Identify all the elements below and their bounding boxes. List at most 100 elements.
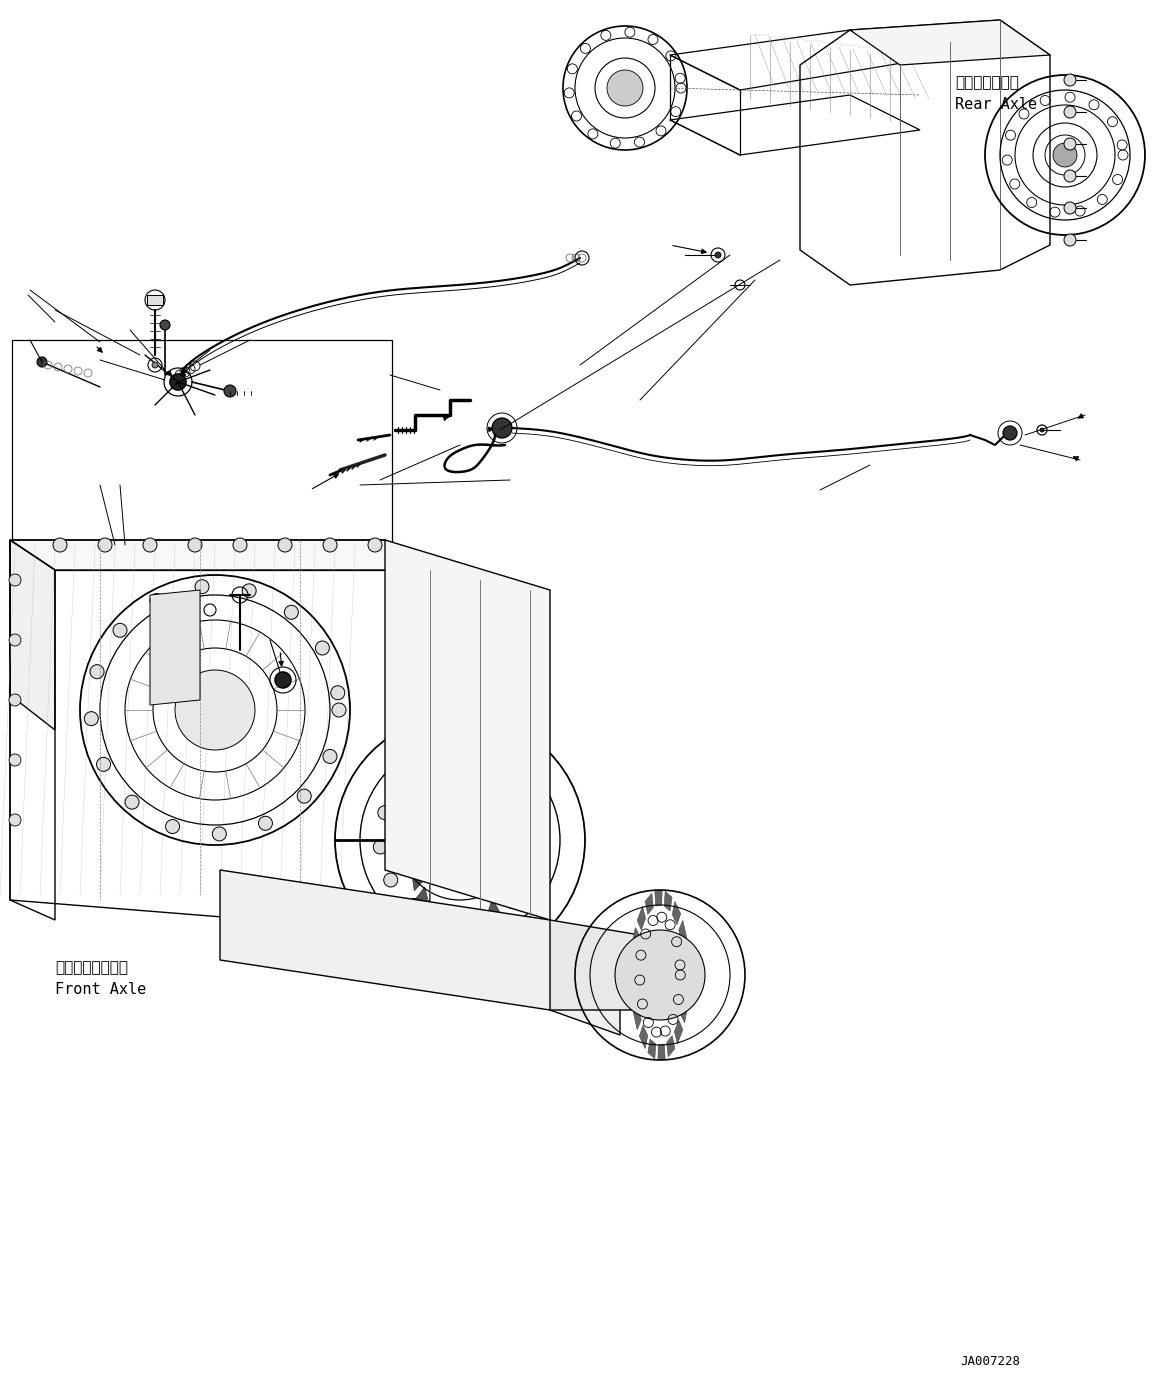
Text: JA007228: JA007228 — [959, 1356, 1020, 1368]
Polygon shape — [679, 921, 686, 945]
Circle shape — [150, 593, 164, 607]
Circle shape — [90, 665, 104, 679]
Polygon shape — [475, 926, 485, 956]
Polygon shape — [683, 946, 690, 968]
Circle shape — [492, 418, 512, 438]
Polygon shape — [438, 929, 448, 958]
Circle shape — [505, 895, 519, 908]
Polygon shape — [411, 822, 420, 840]
Polygon shape — [488, 899, 500, 926]
Polygon shape — [634, 1006, 641, 1029]
Circle shape — [98, 538, 112, 551]
Polygon shape — [497, 789, 508, 813]
Polygon shape — [675, 1020, 683, 1043]
Polygon shape — [472, 721, 481, 750]
Polygon shape — [666, 1036, 675, 1057]
Circle shape — [440, 911, 454, 926]
Circle shape — [53, 538, 67, 551]
Polygon shape — [147, 294, 163, 306]
Polygon shape — [498, 861, 509, 883]
Polygon shape — [427, 736, 437, 765]
Circle shape — [397, 776, 411, 790]
Circle shape — [1064, 138, 1076, 150]
Circle shape — [461, 753, 475, 767]
Circle shape — [1064, 201, 1076, 214]
Polygon shape — [499, 814, 509, 833]
Circle shape — [1053, 143, 1077, 167]
Circle shape — [438, 818, 481, 863]
Circle shape — [113, 624, 127, 638]
Polygon shape — [500, 840, 511, 857]
Polygon shape — [637, 906, 645, 931]
Polygon shape — [655, 890, 662, 906]
Polygon shape — [658, 1045, 665, 1060]
Circle shape — [1064, 106, 1076, 118]
Circle shape — [331, 703, 347, 717]
Circle shape — [493, 764, 507, 778]
Polygon shape — [664, 892, 672, 911]
Circle shape — [533, 833, 547, 847]
Polygon shape — [429, 918, 440, 949]
Polygon shape — [684, 975, 690, 996]
Polygon shape — [645, 893, 654, 914]
Circle shape — [378, 806, 392, 820]
Circle shape — [152, 363, 158, 368]
Circle shape — [473, 910, 487, 924]
Polygon shape — [435, 724, 445, 753]
Text: Rear Axle: Rear Axle — [955, 97, 1037, 113]
Circle shape — [188, 538, 202, 551]
Circle shape — [84, 711, 99, 725]
Circle shape — [165, 820, 179, 833]
Circle shape — [213, 826, 227, 840]
Polygon shape — [448, 938, 456, 964]
Circle shape — [615, 931, 705, 1020]
Text: リヤーアクスル: リヤーアクスル — [955, 75, 1019, 90]
Circle shape — [195, 579, 209, 593]
Circle shape — [531, 820, 545, 833]
Circle shape — [9, 574, 21, 586]
Circle shape — [426, 758, 440, 772]
Polygon shape — [550, 920, 670, 1010]
Circle shape — [519, 788, 533, 801]
Polygon shape — [10, 540, 55, 731]
Polygon shape — [648, 1039, 656, 1058]
Polygon shape — [420, 753, 431, 781]
Polygon shape — [455, 715, 462, 740]
Circle shape — [9, 633, 21, 646]
Polygon shape — [494, 881, 506, 906]
Circle shape — [274, 672, 291, 688]
Circle shape — [1003, 426, 1016, 440]
Polygon shape — [414, 774, 426, 799]
Circle shape — [97, 757, 110, 771]
Polygon shape — [630, 982, 637, 1004]
Polygon shape — [492, 767, 504, 793]
Circle shape — [526, 867, 540, 881]
Circle shape — [284, 606, 299, 619]
Circle shape — [384, 874, 398, 888]
Polygon shape — [220, 870, 620, 1035]
Circle shape — [323, 750, 337, 764]
Polygon shape — [680, 999, 688, 1022]
Text: フロントアクスル: フロントアクスル — [55, 960, 128, 975]
Circle shape — [607, 69, 643, 106]
Circle shape — [407, 899, 421, 913]
Polygon shape — [487, 747, 498, 775]
Circle shape — [9, 754, 21, 765]
Circle shape — [170, 374, 186, 390]
Circle shape — [373, 840, 387, 854]
Polygon shape — [444, 717, 454, 745]
Circle shape — [126, 795, 140, 810]
Polygon shape — [483, 914, 493, 943]
Circle shape — [368, 538, 381, 551]
Circle shape — [1064, 169, 1076, 182]
Polygon shape — [672, 901, 680, 925]
Polygon shape — [630, 954, 636, 975]
Circle shape — [298, 789, 312, 803]
Polygon shape — [10, 540, 430, 569]
Polygon shape — [412, 868, 423, 890]
Circle shape — [224, 385, 236, 397]
Polygon shape — [411, 797, 422, 820]
Polygon shape — [458, 939, 465, 965]
Circle shape — [9, 694, 21, 706]
Circle shape — [242, 583, 256, 597]
